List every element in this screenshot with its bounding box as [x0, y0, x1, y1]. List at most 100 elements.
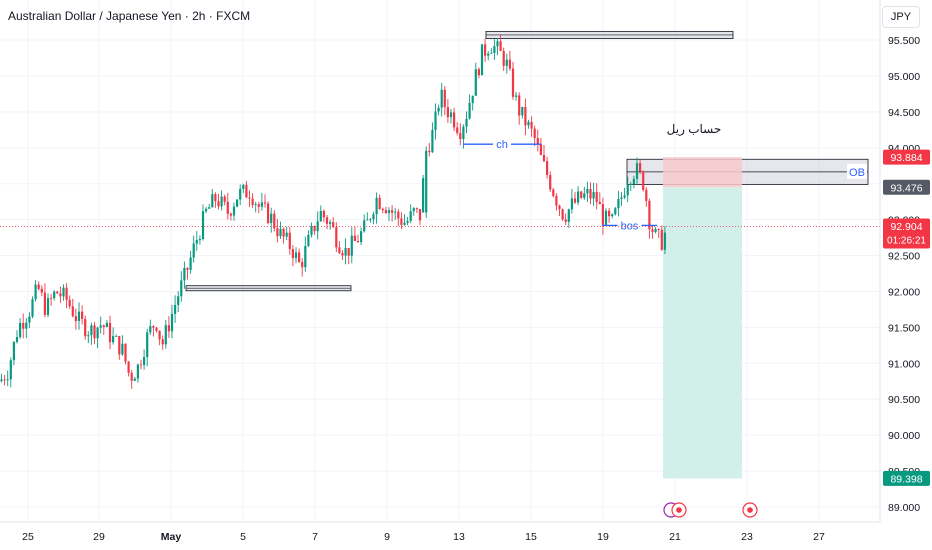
candle-body [443, 89, 446, 108]
candle-body [19, 323, 22, 338]
candle-body [56, 291, 59, 294]
annotations[interactable]: ch bos OB حساب ریل [463, 122, 867, 233]
candle-body [90, 325, 93, 336]
candle-body [611, 214, 614, 217]
candle-body [632, 178, 635, 184]
candle-body [34, 284, 37, 300]
candle-body [623, 195, 626, 198]
candle-body [431, 130, 434, 153]
candle-body [539, 143, 542, 155]
event-markers[interactable] [663, 502, 758, 518]
candle-body [143, 357, 146, 366]
candle-body [136, 364, 139, 379]
candle-body [282, 228, 285, 237]
candle-body [462, 126, 465, 140]
x-tick-label: 27 [813, 531, 825, 543]
ch-label-bg [493, 136, 511, 152]
price-axis[interactable]: 95.50095.00094.50094.00093.50093.00092.5… [879, 0, 932, 522]
candle-body [198, 238, 201, 240]
candle-body [43, 292, 46, 315]
candle-body [74, 316, 77, 322]
x-tick-label: 13 [453, 531, 465, 543]
candle-body [217, 201, 220, 207]
candle-body [0, 379, 3, 382]
candle-body [521, 106, 524, 116]
zones[interactable] [185, 30, 869, 292]
candle-body [50, 298, 53, 299]
candle-body [527, 121, 530, 126]
candle-body [161, 339, 164, 345]
y-tick-label: 90.000 [888, 430, 920, 442]
currency-label[interactable]: JPY [882, 6, 920, 28]
candle-body [322, 210, 325, 218]
candle-body [25, 322, 28, 329]
candle-body [245, 184, 248, 198]
candle-body [502, 50, 505, 66]
candle-body [375, 197, 378, 215]
candle-body [626, 184, 629, 196]
candle-body [586, 188, 589, 194]
event-marker-icon[interactable] [742, 502, 758, 518]
candle-body [589, 188, 592, 199]
candle-body [298, 252, 301, 263]
candle-body [663, 232, 666, 250]
candle-body [459, 133, 462, 140]
candle-body [310, 225, 313, 235]
ob-label-bg [847, 163, 867, 179]
candle-body [453, 112, 456, 128]
candle-body [155, 327, 158, 331]
event-marker-icon[interactable] [671, 502, 687, 518]
candle-body [291, 249, 294, 258]
candle-body [232, 206, 236, 216]
y-tick-label: 95.000 [888, 71, 920, 83]
x-tick-label: 9 [384, 531, 390, 543]
time-axis[interactable]: 25 29 May 5 7 9 13 15 19 21 23 27 [0, 521, 932, 550]
candle-body [350, 235, 353, 256]
candle-body [552, 189, 555, 196]
candle-body [192, 243, 195, 258]
candle-body [456, 127, 459, 134]
y-tick-label: 92.500 [888, 251, 920, 263]
candle-body [369, 219, 372, 221]
x-tick-label: 5 [240, 531, 246, 543]
event-marker-icon-dot [676, 507, 682, 513]
candle-body [567, 209, 570, 222]
candle-body [415, 208, 418, 209]
candle-body [496, 41, 499, 47]
y-tick-label: 89.000 [888, 502, 920, 514]
candle-body [360, 231, 363, 243]
short-position-tool[interactable] [663, 157, 742, 479]
bos-label-bg [617, 217, 642, 233]
ob-label: OB [849, 167, 865, 179]
candle-body [257, 204, 260, 207]
grid [0, 0, 880, 522]
stop-loss-area [663, 157, 742, 188]
candle-body [71, 306, 74, 317]
candle-body [490, 52, 493, 54]
candle-body [270, 213, 273, 223]
target-price-label-bg [883, 470, 930, 486]
candle-body [28, 316, 31, 323]
candle-body [118, 336, 121, 355]
candle-body [428, 150, 431, 153]
candle-body [304, 245, 307, 268]
candle-body [186, 267, 189, 270]
candle-body [397, 211, 400, 219]
candle-body [608, 210, 611, 217]
candle-body [189, 257, 192, 270]
target-price-label: 89.398 [890, 473, 922, 485]
candle-body [121, 343, 124, 355]
candle-body [577, 191, 580, 203]
candle-body [412, 208, 415, 212]
candle-body [332, 222, 335, 228]
candle-body [549, 174, 552, 190]
candle-body [53, 291, 56, 299]
candle-body [248, 197, 251, 199]
candle-body [164, 325, 167, 345]
countdown-label: 01:26:21 [887, 236, 926, 247]
candle-body [564, 219, 567, 222]
candle-body [214, 194, 217, 202]
candle-body [384, 210, 387, 213]
candle-body [133, 378, 136, 381]
